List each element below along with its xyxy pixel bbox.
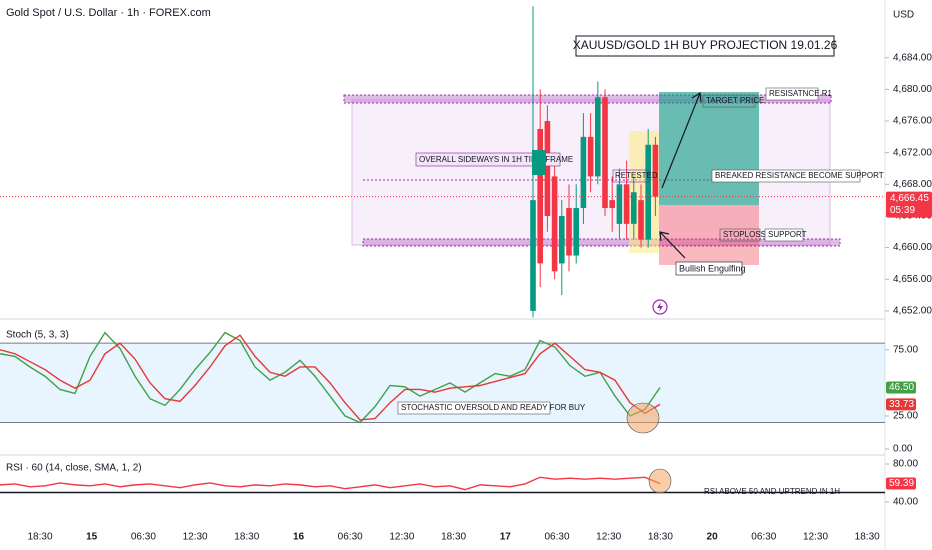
y-tick-label: 4,656.00 [893,274,932,285]
x-tick-label: 20 [707,532,719,543]
last-value-badge [886,381,916,394]
engulfing-arrow [659,231,686,259]
y-tick-label: 80.00 [893,459,918,470]
y-tick-label: 4,660.00 [893,242,932,253]
x-tick-label: 17 [500,532,512,543]
x-tick-label: 12:30 [389,532,414,543]
candle-body [609,200,615,209]
x-tick-label: 06:30 [131,532,156,543]
x-tick-label: 06:30 [544,532,569,543]
y-tick-label: 75.00 [893,344,918,355]
countdown-label: 05:39 [890,205,915,216]
last-value-label: 59.39 [889,478,914,489]
candle-body [645,144,651,240]
x-tick-label: 18:30 [441,532,466,543]
candle-body [544,121,551,216]
candle-body [638,200,644,240]
last-value-badge [886,398,916,411]
x-tick-label: 15 [86,532,98,543]
symbol-title: Gold Spot / U.S. Dollar · 1h · FOREX.com [6,7,211,19]
resistance-label: RESISATNCE R1 [769,89,833,98]
candle-body [616,184,623,224]
retested-label: RETESTED [615,171,658,180]
rsi-title: RSI · 60 (14, close, SMA, 1, 2) [6,463,142,474]
y-tick-label: 4,676.00 [893,116,932,127]
candle-body [559,215,565,264]
label-box [415,152,561,167]
breaked-label: BREAKED RESISTANCE BECOME SUPPORT [715,171,884,180]
candle-body [551,176,558,272]
x-tick-label: 12:30 [803,532,828,543]
label-box [612,169,650,183]
currency: USD [893,10,914,21]
candle-body [623,184,630,224]
candle-body [652,144,659,197]
y-tick-label: 4,680.00 [893,84,932,95]
highlight-circle [648,468,672,494]
stoploss-label: STOPLOSS [723,230,766,239]
title-box [575,35,835,57]
x-tick-label: 18:30 [27,532,52,543]
candle-body [631,192,637,224]
candle-body [595,97,601,177]
label-box [711,169,861,183]
series-line [0,476,661,491]
x-tick-label: 12:30 [183,532,208,543]
y-tick-label: 4,684.00 [893,52,932,63]
target-arrow [661,91,702,189]
last-value-badge [886,477,916,490]
y-tick-label: 40.00 [893,497,918,508]
support-zone [362,238,841,247]
stoch-title: Stoch (5, 3, 3) [6,330,69,341]
sideways-label: OVERALL SIDEWAYS IN 1H TIME FRAME [419,155,573,164]
candle-body [580,136,587,209]
series-line [0,334,661,421]
x-tick-label: 18:30 [234,532,259,543]
label-box [719,228,761,242]
label-box [702,94,756,108]
event-icon-bolt [657,302,663,312]
support-label: SUPPORT [768,230,807,239]
y-tick-label: 4,672.00 [893,147,932,158]
candle-body [566,208,572,256]
target-label: TARGET PRICE [706,96,764,105]
highlight-circle [626,402,660,434]
label-box [397,401,551,415]
y-tick-label: 4,668.00 [893,179,932,190]
engulfing-label: Bullish Engulfing [679,263,746,273]
stoch-annotation: STOCHASTIC OVERSOLD AND READY FOR BUY [401,403,586,412]
x-tick-label: 06:30 [338,532,363,543]
x-tick-label: 18:30 [648,532,673,543]
candle-overlap [532,150,546,175]
last-value-label: 46.50 [889,382,914,393]
resistance-zone [343,94,832,104]
y-tick-label: 25.00 [893,411,918,422]
y-tick-label: 4,652.00 [893,306,932,317]
x-tick-label: 18:30 [855,532,880,543]
x-tick-label: 12:30 [596,532,621,543]
label-box [675,261,743,276]
x-tick-label: 06:30 [751,532,776,543]
candle-body [573,208,579,256]
last-value-label: 33.73 [889,399,914,410]
y-tick-label: 0.00 [893,444,913,455]
stop-zone [659,205,759,265]
rsi-annotation: RSI ABOVE 50 AND UPTREND IN 1H [704,487,840,496]
last-price-label: 4,666.45 [890,193,929,204]
candle-body [602,97,608,209]
candle-body [587,136,594,177]
x-tick-label: 16 [293,532,305,543]
label-box [764,228,804,242]
projection-title: XAUUSD/GOLD 1H BUY PROJECTION 19.01.26 [573,38,838,52]
label-box [765,87,819,101]
series-line [0,331,661,424]
target-zone [659,92,759,205]
candle-body [530,200,536,311]
last-price-badge [886,191,932,218]
